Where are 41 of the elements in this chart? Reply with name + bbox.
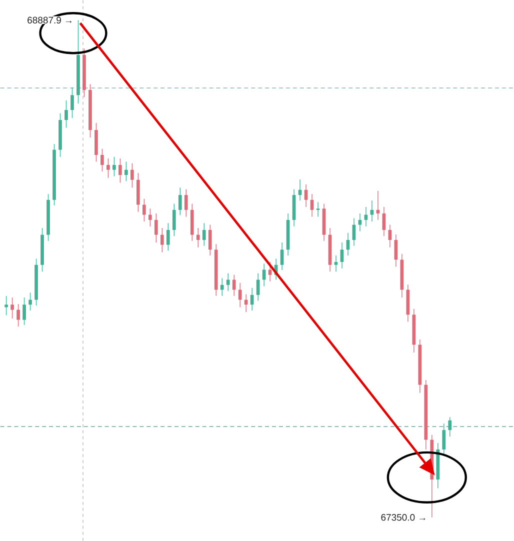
candlestick xyxy=(340,242,344,269)
candlestick xyxy=(22,297,26,326)
candlestick xyxy=(226,272,230,292)
candlestick xyxy=(28,292,32,311)
candlestick xyxy=(124,161,128,182)
candlestick xyxy=(166,222,170,251)
candlestick xyxy=(256,272,260,302)
candlestick xyxy=(64,100,68,128)
candlestick xyxy=(364,206,368,227)
candlestick xyxy=(142,198,146,222)
candlestick xyxy=(100,148,104,172)
candlestick xyxy=(106,158,110,178)
candlestick xyxy=(448,416,452,437)
candlestick xyxy=(382,206,386,236)
candlestick xyxy=(112,156,116,177)
candlestick xyxy=(196,228,200,248)
candlestick xyxy=(442,423,446,456)
candlestick xyxy=(184,188,188,218)
annotation: 67350.0 → xyxy=(381,514,426,521)
candlestick xyxy=(208,224,212,256)
candlestick xyxy=(130,162,134,188)
candlestick xyxy=(10,297,14,319)
candlestick xyxy=(148,208,152,227)
candlestick xyxy=(16,304,20,327)
candlestick xyxy=(118,158,122,184)
candlestick xyxy=(4,296,8,316)
candlestick xyxy=(280,242,284,270)
annotation: 68887.9 → xyxy=(28,16,72,24)
candlestick xyxy=(154,213,158,243)
candlestick xyxy=(316,202,320,218)
candlestick xyxy=(178,187,182,216)
candlestick xyxy=(232,274,236,296)
candlestick xyxy=(220,278,224,296)
candlestick xyxy=(358,213,362,232)
candlestick xyxy=(160,228,164,253)
candlestick xyxy=(70,87,74,118)
candlestick xyxy=(172,203,176,236)
candlestick xyxy=(202,222,206,246)
candlestick xyxy=(334,255,338,272)
candlestick xyxy=(394,234,398,268)
candlestick xyxy=(268,262,272,282)
